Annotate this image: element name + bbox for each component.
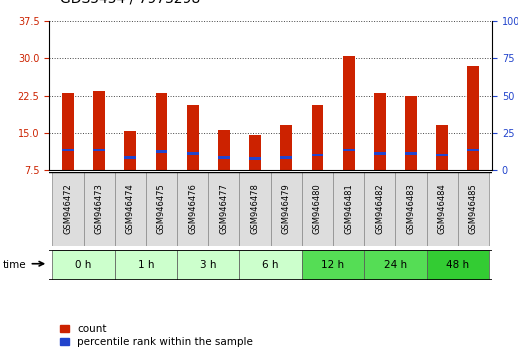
Text: GSM946480: GSM946480 xyxy=(313,183,322,234)
Text: GSM946482: GSM946482 xyxy=(376,183,384,234)
Bar xyxy=(249,135,261,170)
FancyBboxPatch shape xyxy=(114,172,146,246)
Bar xyxy=(155,150,167,153)
Text: 24 h: 24 h xyxy=(384,259,407,270)
Text: 48 h: 48 h xyxy=(446,259,469,270)
Text: GSM946481: GSM946481 xyxy=(344,183,353,234)
Bar xyxy=(374,152,386,155)
Bar xyxy=(187,152,198,155)
Text: GSM946478: GSM946478 xyxy=(251,183,260,234)
Text: 3 h: 3 h xyxy=(200,259,217,270)
FancyBboxPatch shape xyxy=(239,250,302,280)
FancyBboxPatch shape xyxy=(177,172,208,246)
Bar xyxy=(62,93,74,170)
Bar xyxy=(436,154,448,156)
FancyBboxPatch shape xyxy=(364,250,427,280)
FancyBboxPatch shape xyxy=(52,172,83,246)
Bar xyxy=(343,56,354,170)
Bar xyxy=(93,91,105,170)
FancyBboxPatch shape xyxy=(208,172,239,246)
Legend: count, percentile rank within the sample: count, percentile rank within the sample xyxy=(60,324,253,347)
Bar xyxy=(218,130,230,170)
FancyBboxPatch shape xyxy=(364,172,395,246)
Text: time: time xyxy=(3,259,26,270)
Bar xyxy=(467,66,479,170)
FancyBboxPatch shape xyxy=(271,172,302,246)
FancyBboxPatch shape xyxy=(458,172,489,246)
FancyBboxPatch shape xyxy=(302,250,364,280)
FancyBboxPatch shape xyxy=(302,172,333,246)
Text: GSM946483: GSM946483 xyxy=(407,183,415,234)
FancyBboxPatch shape xyxy=(239,172,271,246)
Bar xyxy=(187,105,198,170)
Text: 0 h: 0 h xyxy=(75,259,92,270)
Bar xyxy=(124,156,136,159)
Text: GSM946485: GSM946485 xyxy=(469,183,478,234)
Text: 12 h: 12 h xyxy=(322,259,344,270)
Bar xyxy=(436,125,448,170)
Text: 6 h: 6 h xyxy=(263,259,279,270)
Bar xyxy=(311,105,323,170)
Text: 1 h: 1 h xyxy=(138,259,154,270)
FancyBboxPatch shape xyxy=(114,250,177,280)
FancyBboxPatch shape xyxy=(83,172,114,246)
Text: GDS5454 / 7973298: GDS5454 / 7973298 xyxy=(60,0,200,5)
Bar xyxy=(405,152,417,155)
FancyBboxPatch shape xyxy=(146,172,177,246)
Bar xyxy=(467,149,479,152)
Bar xyxy=(343,149,354,152)
Text: GSM946484: GSM946484 xyxy=(438,183,447,234)
Text: GSM946473: GSM946473 xyxy=(95,183,104,234)
Bar xyxy=(93,149,105,152)
Text: GSM946475: GSM946475 xyxy=(157,183,166,234)
FancyBboxPatch shape xyxy=(395,172,427,246)
Text: GSM946477: GSM946477 xyxy=(219,183,228,234)
FancyBboxPatch shape xyxy=(333,172,364,246)
Text: GSM946472: GSM946472 xyxy=(63,183,73,234)
Bar xyxy=(218,156,230,159)
Bar xyxy=(62,149,74,152)
Text: GSM946474: GSM946474 xyxy=(126,183,135,234)
Text: GSM946479: GSM946479 xyxy=(282,183,291,234)
Bar xyxy=(124,131,136,170)
Bar xyxy=(374,93,386,170)
Bar xyxy=(405,96,417,170)
Bar xyxy=(311,154,323,156)
FancyBboxPatch shape xyxy=(177,250,239,280)
FancyBboxPatch shape xyxy=(427,250,489,280)
Bar xyxy=(155,93,167,170)
Bar xyxy=(280,125,292,170)
FancyBboxPatch shape xyxy=(52,250,114,280)
FancyBboxPatch shape xyxy=(427,172,458,246)
Text: GSM946476: GSM946476 xyxy=(188,183,197,234)
Bar xyxy=(280,156,292,159)
Bar xyxy=(249,157,261,160)
